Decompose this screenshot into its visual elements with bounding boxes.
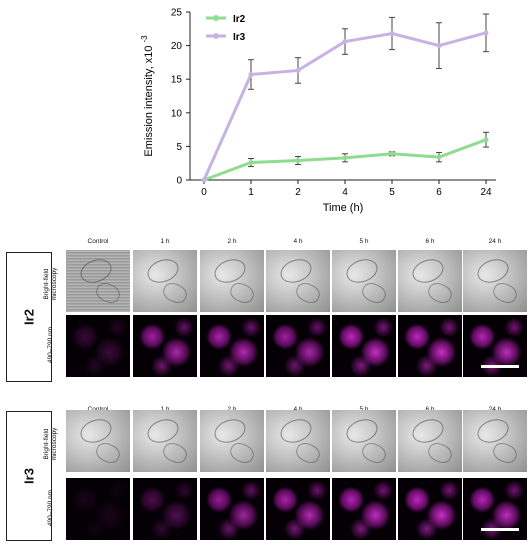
bright-field-image [332,410,396,472]
data-point [342,39,348,45]
fluorescence-image [332,478,396,540]
bright-field-image [66,410,130,472]
bright-field-image [133,250,197,312]
x-axis-label: Time (h) [323,202,364,214]
bright-field-image [200,410,264,472]
y-tick-label: 5 [176,142,182,153]
data-point [436,43,442,49]
fluorescence-image [66,478,130,540]
row-label: Bright-field microscopy [43,427,58,461]
bright-field-image [266,410,330,472]
bright-field-image [398,410,462,472]
data-point [389,31,395,37]
x-tick-label: 1 [248,187,254,198]
fluorescence-image [266,315,330,377]
group-label: Ir3 [21,468,37,484]
y-tick-label: 10 [171,108,183,119]
bright-field-image [200,250,264,312]
bright-field-image [463,410,527,472]
y-tick-label: 20 [171,41,183,52]
fluorescence-image [398,315,462,377]
bright-field-image [133,410,197,472]
series-Ir2 [201,131,489,183]
chart-series [201,13,489,183]
column-label: 6 h [425,238,435,245]
x-tick-label: 6 [436,187,442,198]
data-point [295,158,301,164]
y-tick-label: 15 [171,75,183,86]
bright-field-image [398,250,462,312]
fluorescence-image [66,315,130,377]
bright-field-image [66,250,130,312]
bright-field-image [266,250,330,312]
y-axis-label-exponent: -3 [140,35,149,43]
x-tick-label: 24 [480,187,492,198]
row-label: 490–790 nm [47,489,54,527]
data-point [248,71,254,77]
series-Ir3 [201,13,489,183]
fluorescence-image [398,478,462,540]
data-point [436,154,442,160]
legend-swatch-marker [213,15,219,21]
column-label: Control [87,238,109,245]
legend-swatch-marker [213,33,219,39]
legend-label: Ir3 [233,32,246,43]
fluorescence-image [266,478,330,540]
group-box-Ir3: Ir3 [6,411,52,541]
fluorescence-image [133,315,197,377]
row-label: 490–790 nm [47,326,54,364]
fluorescence-image [133,478,197,540]
x-tick-label: 2 [295,187,301,198]
data-point [201,177,207,183]
data-point [248,160,254,166]
x-tick-label: 5 [389,187,395,198]
column-label: 24 h [488,238,502,245]
group-label: Ir2 [21,309,37,325]
fluorescence-image [200,478,264,540]
y-axis-label: Emission intensity, x10 -3 [140,35,155,157]
data-point [342,155,348,161]
column-label: 1 h [160,238,170,245]
x-tick-label: 4 [342,187,348,198]
legend-label: Ir2 [233,14,246,25]
data-point [483,30,489,36]
column-label: 4 h [293,238,303,245]
bright-field-image [463,250,527,312]
column-label: 2 h [227,238,237,245]
y-tick-label: 25 [171,8,183,19]
column-label: 5 h [359,238,369,245]
scale-bar [481,528,519,531]
row-label: Bright-field microscopy [43,267,58,301]
y-tick-label: 0 [176,176,182,187]
bright-field-image [332,250,396,312]
data-point [295,67,301,73]
scale-bar [481,365,519,368]
fluorescence-image [200,315,264,377]
chart-legend: Ir2 Ir3 [206,14,246,43]
group-box-Ir2: Ir2 [6,252,52,382]
data-point [389,151,395,157]
data-point [483,137,489,143]
fluorescence-image [332,315,396,377]
x-tick-label: 0 [201,187,207,198]
